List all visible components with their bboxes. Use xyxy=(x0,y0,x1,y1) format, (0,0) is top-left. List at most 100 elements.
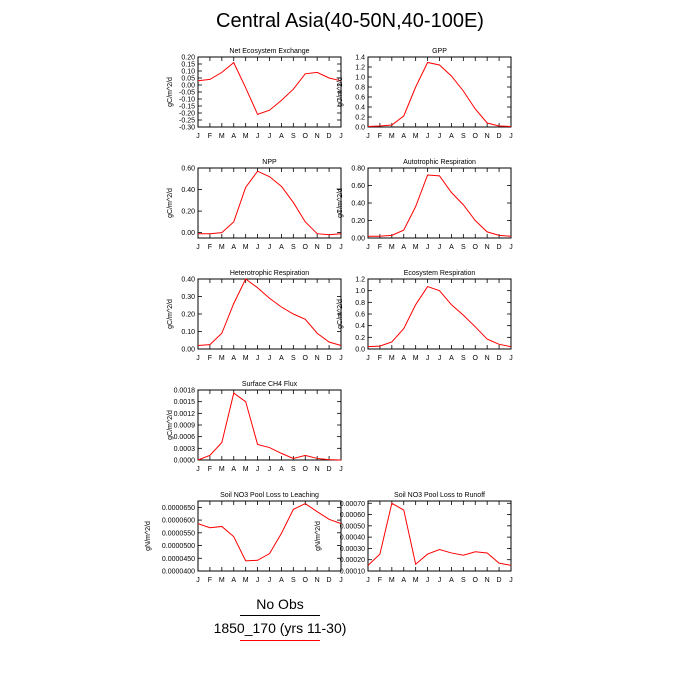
page-title: Central Asia(40-50N,40-100E) xyxy=(216,10,484,32)
series-line-1 xyxy=(368,174,512,237)
y-axis-label: gC/m^2/d xyxy=(337,77,344,107)
x-tick-label: D xyxy=(497,577,502,584)
y-tick-label: 1.0 xyxy=(355,288,365,295)
y-tick-label: 1.2 xyxy=(355,65,365,72)
y-tick-label: 0.60 xyxy=(351,183,365,190)
x-tick-label: D xyxy=(327,466,332,473)
x-tick-label: M xyxy=(413,133,419,140)
x-tick-label: O xyxy=(303,577,309,584)
x-tick-label: M xyxy=(389,244,395,251)
panel-title: Net Ecosystem Exchange xyxy=(229,48,309,55)
y-tick-label: 0.8 xyxy=(355,300,365,307)
series-line-1 xyxy=(367,502,512,566)
x-tick-label: M xyxy=(219,133,225,140)
chart-panel-9: Soil NO3 Pool Loss to Runoff gN/m^2/d 0.00… xyxy=(315,492,513,584)
y-tick-label: 0.00030 xyxy=(340,546,365,553)
x-tick-label: N xyxy=(485,577,490,584)
y-axis-label: gC/m^2/d xyxy=(167,299,174,329)
x-tick-label: O xyxy=(303,244,309,251)
panel-title: Heterotrophic Respiration xyxy=(230,270,309,277)
x-tick-label: J xyxy=(438,244,442,251)
x-tick-label: A xyxy=(279,355,284,362)
x-tick-label: A xyxy=(279,466,284,473)
y-tick-label: 0.10 xyxy=(181,329,195,336)
x-tick-label: J xyxy=(196,355,200,362)
x-tick-label: M xyxy=(219,577,225,584)
x-tick-label: J xyxy=(366,244,370,251)
x-tick-label: M xyxy=(389,355,395,362)
y-tick-label: 0.00 xyxy=(181,347,195,354)
x-tick-label: N xyxy=(315,133,320,140)
y-tick-label: 0.00060 xyxy=(340,512,365,519)
x-tick-label: N xyxy=(485,355,490,362)
x-tick-label: S xyxy=(461,355,466,362)
y-axis-label: gC/m^2/d xyxy=(167,410,174,440)
x-tick-label: F xyxy=(208,133,212,140)
x-tick-label: A xyxy=(449,133,454,140)
x-tick-label: J xyxy=(366,133,370,140)
x-tick-label: F xyxy=(208,466,212,473)
panel-title: Autotrophic Respiration xyxy=(403,159,476,166)
x-tick-label: S xyxy=(291,466,296,473)
plot-frame xyxy=(367,167,512,239)
y-axis-label: gC/m^2/d xyxy=(337,188,344,218)
x-tick-label: M xyxy=(389,133,395,140)
y-tick-label: -0.25 xyxy=(179,118,195,125)
y-tick-label: 0.6 xyxy=(355,312,365,319)
y-tick-label: 0.0018 xyxy=(174,388,196,395)
y-tick-label: 1.2 xyxy=(355,277,365,284)
x-tick-label: S xyxy=(291,133,296,140)
chart-panel-8: Soil NO3 Pool Loss to Leaching gN/m^2/d 0.… xyxy=(145,492,343,584)
y-tick-label: 0.00 xyxy=(181,230,195,237)
x-tick-label: A xyxy=(401,577,406,584)
panel-title: Surface CH4 Flux xyxy=(242,381,298,388)
chart-panel-4: Autotrophic Respiration gC/m^2/d 0.80 0.60 0… xyxy=(337,159,513,251)
x-tick-label: J xyxy=(339,355,343,362)
panel-title: Ecosystem Respiration xyxy=(404,270,476,277)
y-axis-label: gC/m^2/d xyxy=(167,188,174,218)
x-tick-label: N xyxy=(315,466,320,473)
x-tick-label: D xyxy=(327,133,332,140)
x-tick-label: F xyxy=(208,355,212,362)
x-tick-label: M xyxy=(243,355,249,362)
x-tick-label: N xyxy=(315,577,320,584)
x-tick-label: O xyxy=(303,466,309,473)
y-tick-label: 0.0015 xyxy=(174,399,196,406)
series-line-1 xyxy=(367,285,512,348)
y-tick-label: 0.00070 xyxy=(340,501,365,508)
y-axis-label: gN/m^2/d xyxy=(315,521,322,551)
x-tick-label: J xyxy=(509,355,513,362)
x-tick-label: N xyxy=(485,133,490,140)
x-tick-label: J xyxy=(256,466,260,473)
x-tick-label: J xyxy=(509,244,513,251)
y-tick-label: 0.0012 xyxy=(174,411,196,418)
y-tick-label: -0.20 xyxy=(179,111,195,118)
x-tick-label: S xyxy=(461,133,466,140)
x-tick-label: S xyxy=(291,244,296,251)
x-tick-label: D xyxy=(327,355,332,362)
panel-title: NPP xyxy=(262,159,277,166)
y-tick-label: 0.40 xyxy=(351,201,365,208)
x-tick-label: A xyxy=(231,133,236,140)
x-tick-label: A xyxy=(401,133,406,140)
plot-frame xyxy=(197,56,342,128)
x-tick-label: J xyxy=(426,355,430,362)
y-tick-label: 0.2 xyxy=(355,335,365,342)
x-tick-label: N xyxy=(315,355,320,362)
x-tick-label: M xyxy=(219,244,225,251)
y-tick-label: -0.10 xyxy=(179,97,195,104)
x-tick-label: J xyxy=(196,577,200,584)
x-tick-label: O xyxy=(473,577,479,584)
panel-title: GPP xyxy=(432,48,447,55)
y-tick-label: 0.0 xyxy=(355,347,365,354)
y-tick-label: 0.8 xyxy=(355,85,365,92)
y-tick-label: 0.30 xyxy=(181,294,195,301)
y-tick-label: 0.80 xyxy=(351,166,365,173)
x-tick-label: J xyxy=(196,133,200,140)
x-tick-label: M xyxy=(413,355,419,362)
x-tick-label: S xyxy=(461,577,466,584)
y-tick-label: -0.15 xyxy=(179,104,195,111)
x-tick-label: O xyxy=(473,133,479,140)
x-tick-label: O xyxy=(303,355,309,362)
x-tick-label: J xyxy=(339,244,343,251)
